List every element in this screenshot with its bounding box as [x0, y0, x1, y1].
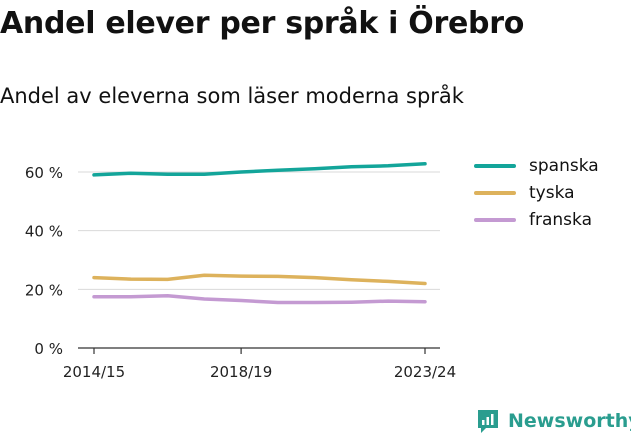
y-tick-label: 0 % [34, 340, 63, 358]
series-line-tyska [92, 273, 427, 286]
y-tick-label: 60 % [25, 164, 63, 182]
brand-name: Newsworthy [508, 410, 631, 432]
legend-label-spanska: spanska [529, 155, 599, 176]
legend-item-spanska: spanska [474, 152, 599, 179]
x-tick-label: 2014/15 [63, 363, 125, 381]
legend-swatch-tyska [474, 190, 516, 195]
series-line-franska [92, 294, 427, 305]
y-tick-label: 20 % [25, 281, 63, 299]
brand-logo: Newsworthy [476, 408, 631, 434]
legend-swatch-franska [474, 217, 516, 222]
legend-label-tyska: tyska [529, 182, 575, 203]
chart-subtitle: Andel av eleverna som läser moderna språ… [0, 84, 464, 108]
legend-item-franska: franska [474, 206, 599, 233]
legend-item-tyska: tyska [474, 179, 599, 206]
axes: 0 % 20 % 40 % 60 % 2014/15 2018/19 2023/24 [25, 164, 456, 381]
legend-swatch-spanska [474, 163, 516, 168]
legend-label-franska: franska [529, 209, 592, 230]
series-lines [92, 162, 427, 305]
newsworthy-logo-icon [478, 410, 498, 433]
legend: spanska tyska franska [474, 152, 599, 233]
gridlines [78, 171, 440, 290]
x-tick-label: 2018/19 [210, 363, 272, 381]
y-tick-label: 40 % [25, 223, 63, 241]
chart-title: Andel elever per språk i Örebro [0, 6, 525, 41]
x-tick-label: 2023/24 [394, 363, 456, 381]
series-line-spanska [92, 162, 427, 177]
